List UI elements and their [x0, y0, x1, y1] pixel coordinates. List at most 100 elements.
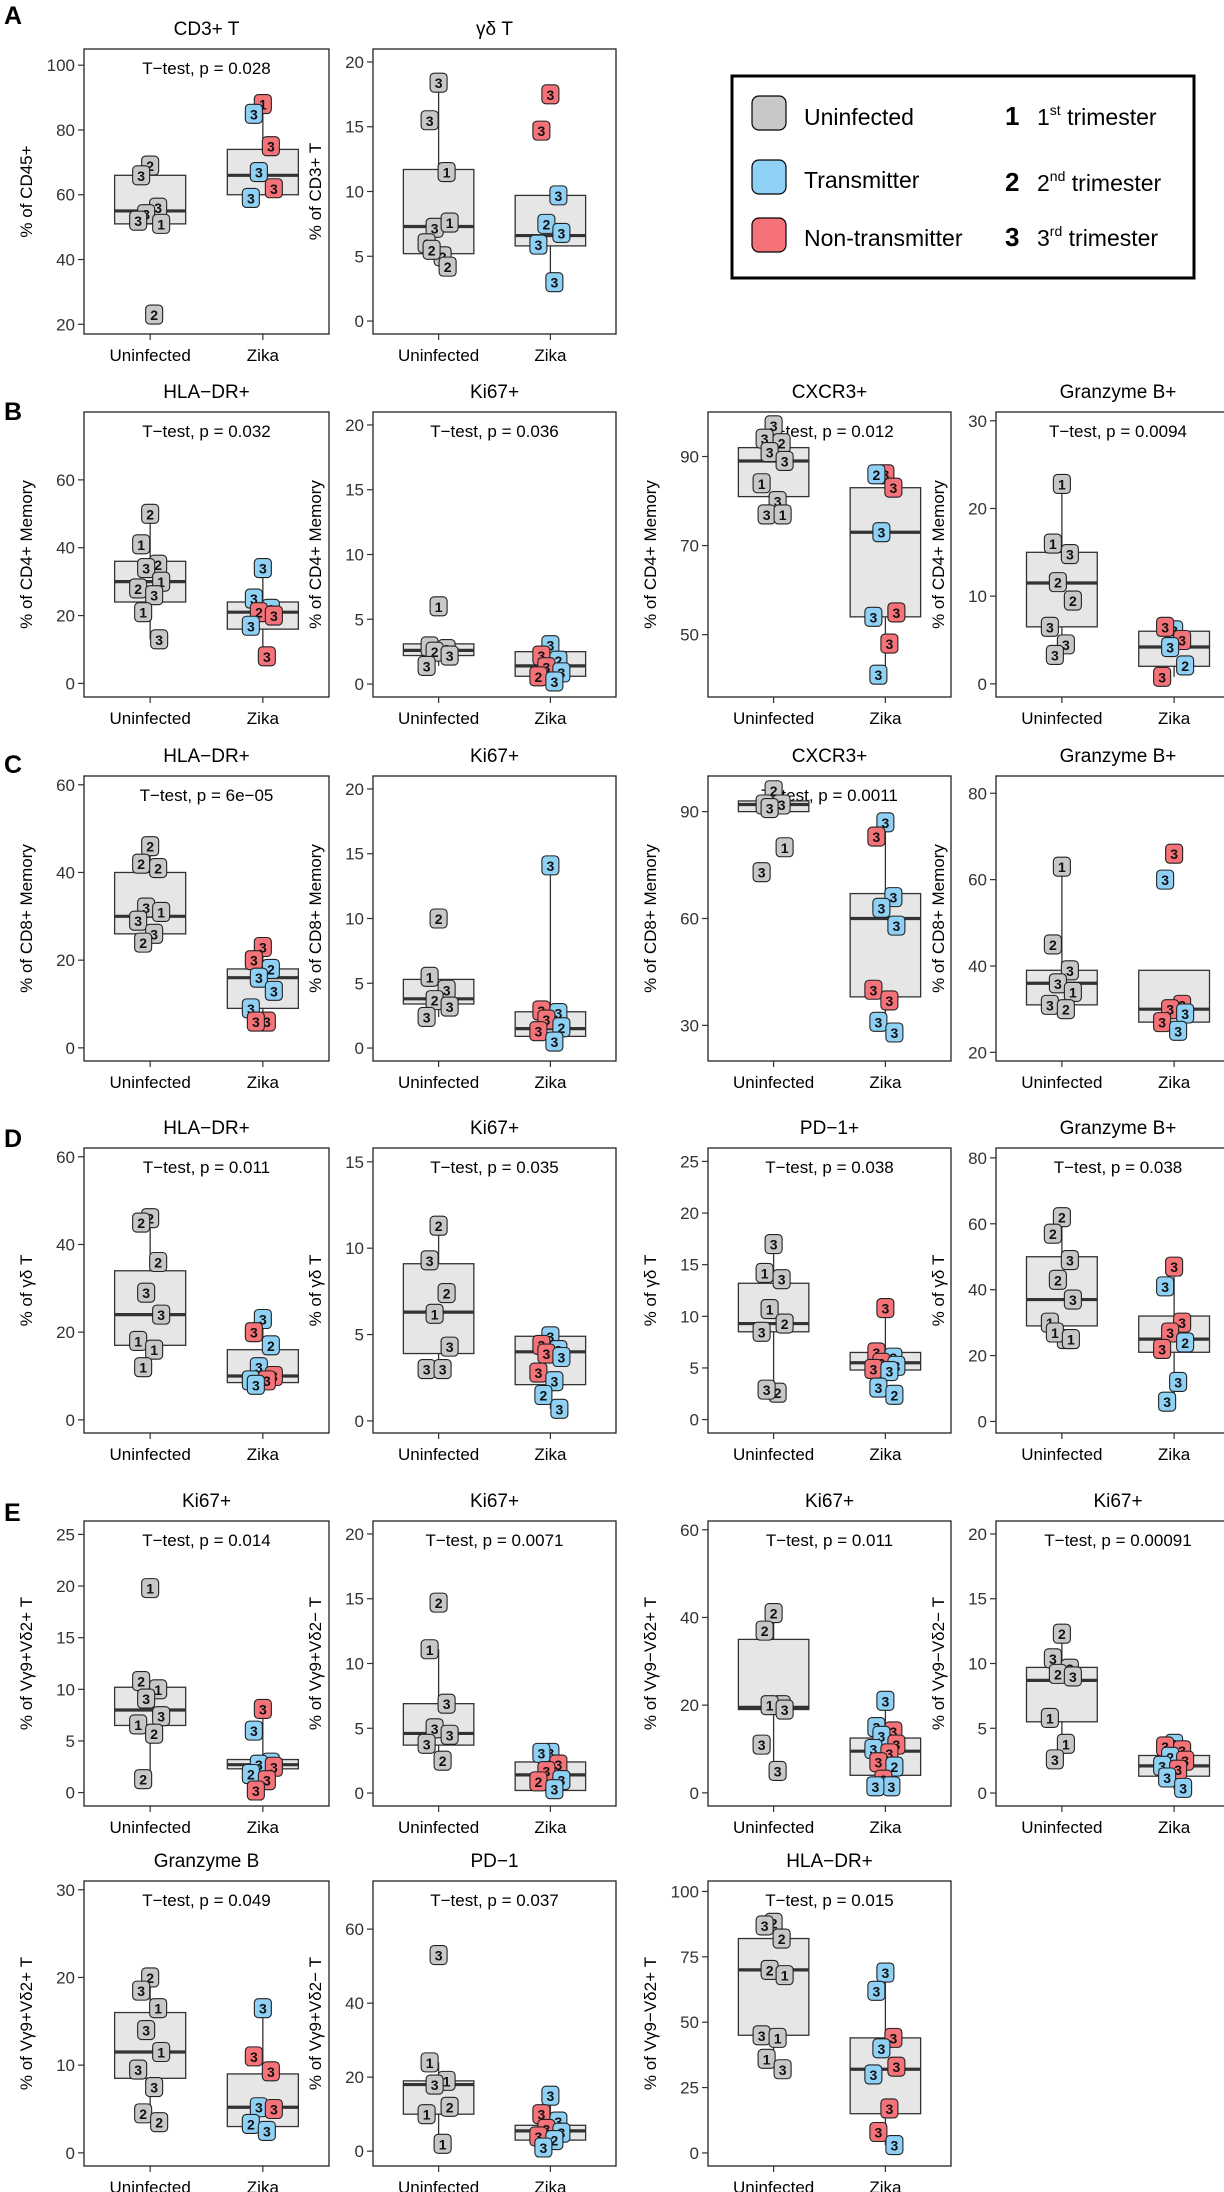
x-tick-label: Uninfected	[398, 1445, 479, 1464]
data-point-marker	[1045, 644, 1064, 665]
data-point-label: 3	[1178, 1315, 1186, 1331]
data-point: 1	[425, 1303, 444, 1324]
data-point-label: 3	[431, 1721, 439, 1737]
data-point: 3	[264, 980, 283, 1001]
x-tick-label: Uninfected	[733, 709, 814, 728]
data-point-label: 2	[1181, 1335, 1189, 1351]
data-point-label: 3	[885, 1364, 893, 1380]
legend-trimester-1-label: 1st trimester	[1037, 102, 1157, 130]
data-point-label: 3	[250, 591, 258, 607]
chart-15: Ki67+ 0 5 10 15 20 25 % of Vγ9+Vδ2+ T Uninfected…	[17, 1491, 330, 1837]
y-tick-label: 5	[355, 974, 364, 993]
data-point: 3	[417, 1359, 436, 1380]
data-point: 2	[433, 1750, 452, 1771]
data-point-marker	[775, 1699, 794, 1720]
data-point: 2	[150, 2112, 169, 2133]
data-point-marker	[241, 187, 260, 209]
data-point-marker	[541, 84, 560, 105]
chart-title: Ki67+	[805, 1491, 854, 1512]
y-tick-label: 0	[355, 312, 364, 331]
data-point: 1	[134, 602, 153, 623]
x-tick-label: Zika	[247, 346, 280, 365]
legend-label-uninfected: Uninfected	[804, 104, 914, 130]
data-point-marker	[880, 990, 899, 1011]
x-tick-label: Zika	[534, 1073, 567, 1092]
data-point-label: 2	[872, 467, 880, 483]
data-point: 3	[545, 671, 564, 692]
y-tick-label: 20	[345, 53, 364, 72]
y-tick-label: 20	[56, 315, 75, 334]
data-point-marker	[150, 629, 169, 650]
data-point: 3	[773, 2059, 792, 2080]
data-point-marker	[885, 2135, 904, 2156]
y-tick-label: 0	[66, 1039, 75, 1058]
data-point-label: 3	[557, 225, 565, 241]
data-point-marker	[757, 1379, 776, 1400]
data-point-label: 3	[259, 561, 267, 577]
data-point-label: 3	[142, 2023, 150, 2039]
chart-title: Ki67+	[470, 746, 519, 767]
data-point-marker	[129, 210, 148, 231]
data-point-label: 3	[542, 1012, 550, 1028]
data-point: 3	[775, 450, 794, 472]
data-point: 3	[129, 210, 148, 231]
data-point-label: 3	[263, 1373, 271, 1389]
data-point-marker	[1063, 1666, 1082, 1687]
data-point-label: 2	[1058, 1210, 1066, 1226]
chart-title: HLA−DR+	[163, 746, 250, 767]
data-point-label: 3	[157, 1307, 165, 1323]
data-point: 1	[775, 837, 794, 858]
data-point-marker	[422, 239, 441, 260]
data-point: 2	[1056, 999, 1075, 1020]
data-point-label: 3	[774, 494, 782, 510]
data-point-marker	[1061, 1329, 1080, 1350]
data-point-marker	[440, 645, 459, 666]
data-point-marker	[1165, 843, 1184, 864]
data-point-label: 2	[890, 1387, 898, 1403]
plot-frame	[372, 1520, 617, 1807]
data-point-label: 1	[259, 97, 267, 113]
y-tick-label: 0	[690, 1411, 699, 1430]
chart-title: CXCR3+	[792, 382, 868, 403]
data-point: 3	[529, 1021, 548, 1042]
data-point: 2	[1048, 572, 1067, 593]
data-point-marker	[150, 2112, 169, 2133]
data-point-label: 3	[431, 220, 439, 236]
data-point-marker	[1161, 636, 1180, 658]
data-point: 1	[433, 2133, 452, 2154]
data-point: 3	[529, 1362, 548, 1383]
data-point-label: 2	[770, 1606, 778, 1622]
data-point-label: 3	[1174, 1374, 1182, 1390]
y-tick-label: 10	[345, 1239, 364, 1258]
y-tick-label: 0	[355, 1039, 364, 1058]
data-point-label: 3	[1161, 619, 1169, 635]
stat-annotation: T−test, p = 0.035	[430, 1158, 559, 1177]
data-point-label: 3	[250, 1325, 258, 1341]
stat-annotation: T−test, p = 0.038	[1054, 1158, 1183, 1177]
data-point-marker	[764, 1603, 783, 1624]
data-point-label: 1	[774, 2030, 782, 2046]
data-point: 1	[437, 162, 456, 183]
legend-frame	[730, 74, 1196, 280]
data-point: 3	[876, 1962, 895, 1983]
data-point-marker	[869, 2121, 888, 2143]
data-point-label: 2	[146, 506, 154, 522]
data-point-marker	[1176, 655, 1195, 676]
data-point-label: 2	[431, 644, 439, 660]
data-point-marker	[137, 1282, 156, 1303]
data-point-label: 3	[435, 1948, 443, 1964]
data-point-label: 3	[142, 1285, 150, 1301]
stat-annotation: T−test, p = 0.037	[430, 1891, 559, 1910]
data-point-marker	[433, 2133, 452, 2154]
data-point-marker	[246, 1011, 265, 1032]
data-point-label: 3	[255, 165, 263, 181]
data-point-marker	[764, 1233, 783, 1255]
data-point-label: 3	[546, 858, 554, 874]
data-point-label: 3	[889, 2030, 897, 2046]
data-point-marker	[552, 1346, 571, 1368]
data-point-marker	[1043, 533, 1062, 554]
y-tick-label: 15	[345, 118, 364, 137]
data-point: 1	[145, 1339, 164, 1360]
data-point: 3	[1169, 1371, 1188, 1392]
y-tick-label: 0	[690, 2144, 699, 2163]
